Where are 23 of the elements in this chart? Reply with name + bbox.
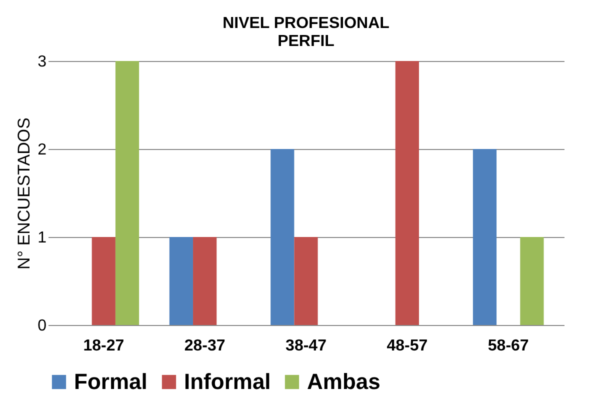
bar <box>395 61 419 325</box>
bar <box>193 237 217 325</box>
x-tick-label: 58-67 <box>488 338 529 354</box>
bar <box>270 149 294 325</box>
bar <box>115 61 140 325</box>
y-tick-label: 1 <box>38 230 47 246</box>
y-axis-title: N° ENCUESTADOS <box>14 118 34 270</box>
bar <box>92 237 116 325</box>
y-tick-label: 2 <box>38 142 47 158</box>
x-tick-label: 48-57 <box>386 338 428 354</box>
legend-label: Formal <box>74 369 148 394</box>
legend-label: Ambas <box>307 369 380 394</box>
x-tick-label: 28-37 <box>184 338 226 354</box>
x-tick-label: 38-47 <box>286 338 327 354</box>
chart-title: NIVEL PROFESIONAL PERFIL <box>222 15 390 50</box>
bar <box>520 237 544 325</box>
bar <box>169 237 194 325</box>
bar <box>472 149 497 325</box>
legend-label: Informal <box>184 369 271 394</box>
x-tick-label: 18-27 <box>83 338 124 354</box>
bar <box>294 237 318 325</box>
y-tick-label: 0 <box>38 318 47 334</box>
y-tick-label: 3 <box>38 54 47 70</box>
